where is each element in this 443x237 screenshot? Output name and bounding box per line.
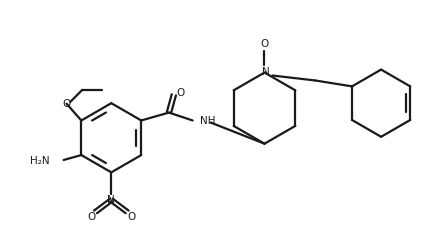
Text: O: O <box>87 212 96 222</box>
Text: O: O <box>62 99 70 109</box>
Text: O: O <box>127 212 135 222</box>
Text: NH: NH <box>199 116 215 127</box>
Text: O: O <box>260 39 268 49</box>
Text: N: N <box>108 195 115 205</box>
Text: O: O <box>177 88 185 98</box>
Text: N: N <box>262 67 269 77</box>
Text: H₂N: H₂N <box>30 156 50 166</box>
